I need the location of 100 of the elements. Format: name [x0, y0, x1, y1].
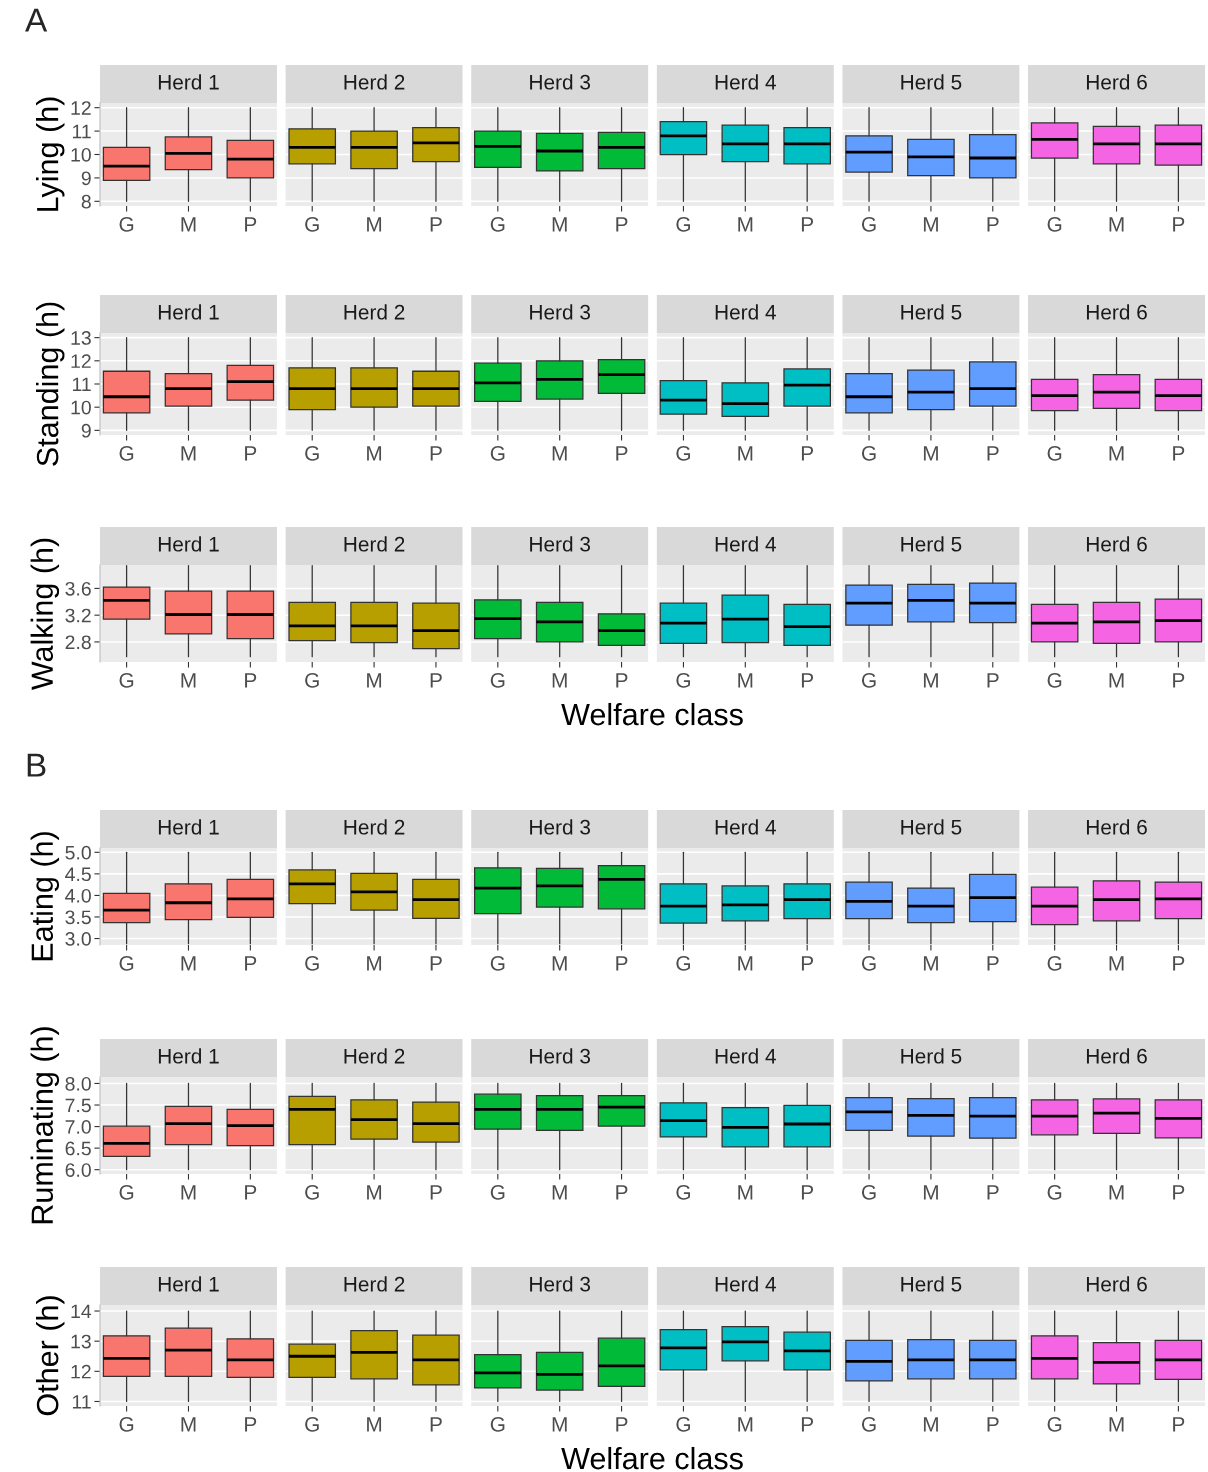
x-tick-label: P	[801, 956, 814, 971]
x-tick-label: M	[923, 673, 938, 688]
series-label: Herd 2	[344, 1048, 405, 1064]
x-tick-label: M	[1109, 673, 1124, 688]
x-tick-label: G	[305, 216, 319, 232]
x-tick-label: P	[987, 446, 999, 461]
x-tick-label: G	[305, 955, 319, 971]
x-tick-label: P	[616, 217, 628, 232]
text: Herd 6	[1086, 1276, 1147, 1292]
x-tick-label: M	[738, 673, 753, 688]
x-tick-label: M	[367, 217, 382, 232]
y-tick-label: 3.6	[65, 581, 91, 596]
x-tick-label: G	[861, 1184, 876, 1200]
y-tick-label: 5.0	[65, 845, 91, 860]
text: Herd 6	[1086, 536, 1147, 552]
x-tick-label: M	[552, 1185, 567, 1200]
y-tick-label: 6.5	[65, 1141, 91, 1156]
text: Herd 4	[715, 304, 776, 320]
text: Herd 3	[530, 536, 591, 552]
x-tick-label: P	[1173, 1417, 1185, 1432]
x-tick-label: P	[430, 446, 442, 461]
x-tick-label: P	[616, 673, 628, 688]
x-tick-label: P	[245, 446, 257, 461]
x-tick-label: P	[430, 1185, 442, 1200]
x-tick-label: M	[181, 1185, 196, 1200]
y-tick-label: 3.5	[65, 910, 91, 925]
text: Herd 2	[344, 536, 405, 552]
x-tick-label: G	[861, 445, 876, 461]
text: Herd 4	[715, 819, 776, 835]
series-label: Herd 2	[344, 74, 405, 90]
x-tick-label: P	[1173, 956, 1185, 971]
text: A	[25, 8, 48, 32]
x-tick-label: M	[552, 956, 567, 971]
text: Herd 6	[1086, 304, 1147, 320]
x-tick-label: G	[305, 445, 319, 461]
x-tick-label: M	[1109, 446, 1124, 461]
x-tick-label: M	[738, 1185, 753, 1200]
x-tick-label: G	[490, 216, 505, 232]
x-tick-label: M	[552, 217, 567, 232]
series-label: Herd 3	[530, 819, 591, 835]
x-tick-label: G	[676, 1416, 690, 1432]
x-tick-label: M	[181, 956, 196, 971]
text: Herd 3	[530, 1276, 591, 1292]
y-tick-label: 8.0	[65, 1076, 91, 1091]
x-tick-label: G	[490, 1184, 505, 1200]
x-tick-label: G	[305, 672, 319, 688]
y-tick-label: 7.0	[65, 1120, 91, 1134]
series-label: Herd 4	[715, 74, 776, 90]
x-tick-label: G	[861, 672, 876, 688]
x-tick-label: M	[552, 446, 567, 461]
x-tick-label: G	[119, 445, 134, 461]
x-tick-label: M	[738, 446, 753, 461]
x-tick-label: G	[1047, 1416, 1062, 1432]
y-tick-label: 13	[71, 331, 91, 345]
y-tick-label: 12	[71, 1364, 91, 1379]
y-tick-label: 4.0	[65, 888, 91, 903]
text: Herd 1	[158, 74, 219, 90]
x-tick-label: P	[616, 1185, 628, 1200]
x-tick-label: G	[1047, 1184, 1062, 1200]
x-tick-label: M	[923, 1185, 938, 1200]
x-tick-label: P	[1173, 673, 1185, 688]
x-tick-label: M	[1109, 217, 1124, 232]
x-tick-label: P	[245, 956, 257, 971]
x-tick-label: P	[616, 1417, 628, 1432]
x-tick-label: G	[676, 216, 690, 232]
x-tick-label: G	[119, 1416, 134, 1432]
x-tick-label: G	[861, 1416, 876, 1432]
text: Herd 6	[1086, 819, 1147, 835]
y-tick-label: 3.0	[65, 932, 91, 946]
series-label: Herd 5	[901, 819, 962, 835]
x-tick-label: M	[552, 1417, 567, 1432]
y-tick-label: 8	[81, 194, 91, 209]
x-tick-label: M	[181, 1417, 196, 1432]
x-tick-label: M	[367, 446, 382, 461]
series-label: Herd 3	[530, 304, 591, 320]
x-tick-label: P	[245, 1185, 257, 1200]
x-tick-label: M	[367, 956, 382, 971]
y-tick-label: 10	[71, 400, 91, 415]
text: Herd 4	[715, 536, 776, 552]
x-tick-label: G	[1047, 445, 1062, 461]
text: Herd 2	[344, 304, 405, 320]
x-tick-label: P	[245, 1417, 257, 1432]
x-tick-label: P	[430, 217, 442, 232]
x-tick-label: G	[676, 672, 690, 688]
series-label: Herd 2	[344, 1276, 405, 1292]
x-tick-label: P	[1173, 217, 1185, 232]
x-tick-label: P	[616, 956, 628, 971]
x-tick-label: M	[552, 673, 567, 688]
x-tick-label: M	[923, 446, 938, 461]
x-tick-label: G	[490, 445, 505, 461]
x-tick-label: M	[738, 1417, 753, 1432]
x-tick-label: G	[490, 672, 505, 688]
y-tick-label: 2.8	[65, 635, 91, 650]
x-tick-label: G	[119, 1184, 134, 1200]
text: Herd 5	[901, 74, 962, 90]
x-tick-label: M	[367, 1185, 382, 1200]
x-tick-label: G	[490, 955, 505, 971]
x-tick-label: P	[801, 1417, 814, 1432]
x-tick-label: G	[490, 1416, 505, 1432]
x-tick-label: P	[801, 446, 814, 461]
